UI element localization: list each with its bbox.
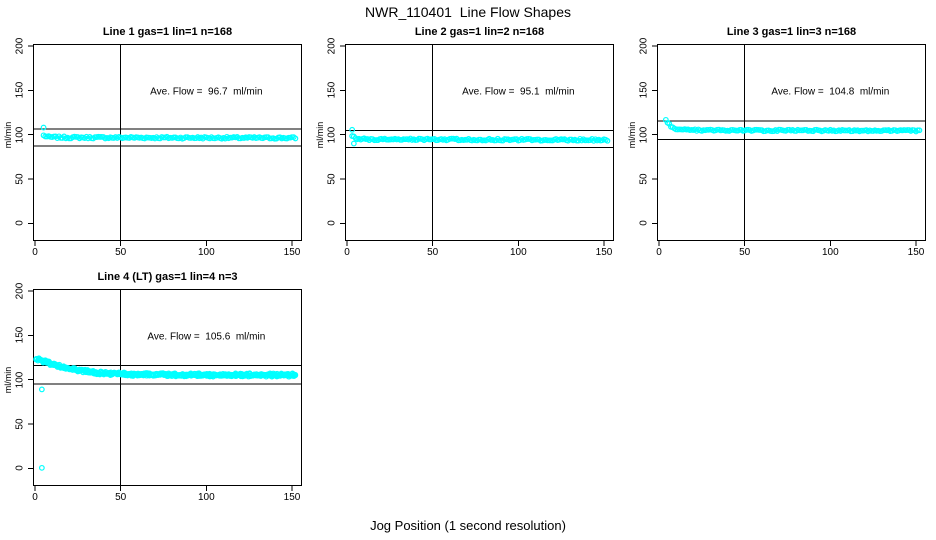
data-point xyxy=(604,137,611,144)
data-point-outlier xyxy=(40,124,47,131)
data-point xyxy=(251,371,258,378)
ave-flow-annotation: Ave. Flow = 96.7 ml/min xyxy=(150,86,263,98)
y-tick-label: 200 xyxy=(14,282,26,300)
y-tick-label: 100 xyxy=(638,126,650,143)
x-tick-label: 100 xyxy=(197,492,215,503)
data-point xyxy=(292,372,299,378)
y-axis-label: ml/min xyxy=(3,121,13,148)
panel-line-1 xyxy=(28,44,302,246)
y-tick-label: 50 xyxy=(14,173,26,185)
x-tick-label: 50 xyxy=(427,247,439,258)
plot-box xyxy=(33,44,302,241)
y-tick-label: 100 xyxy=(326,126,338,143)
figure-title: NWR_110401 Line Flow Shapes xyxy=(365,4,571,20)
x-tick-label: 150 xyxy=(283,492,301,503)
y-tick-label: 50 xyxy=(638,173,650,185)
x-tick-label: 0 xyxy=(344,247,350,258)
y-tick-label: 150 xyxy=(326,81,338,99)
x-tick-label: 100 xyxy=(821,247,839,258)
y-tick-label: 150 xyxy=(638,81,650,99)
panel-line-2 xyxy=(340,44,614,246)
x-tick-label: 150 xyxy=(283,247,301,258)
plot-box xyxy=(657,44,926,241)
y-tick-label: 150 xyxy=(14,326,26,344)
y-tick-label: 0 xyxy=(638,220,650,227)
data-point xyxy=(174,372,180,378)
y-tick-label: 50 xyxy=(326,173,338,185)
x-axis-label: Jog Position (1 second resolution) xyxy=(370,518,566,533)
x-tick-label: 50 xyxy=(739,247,751,258)
ave-flow-annotation: Ave. Flow = 95.1 ml/min xyxy=(462,86,575,98)
ave-flow-annotation: Ave. Flow = 105.6 ml/min xyxy=(147,331,266,343)
data-point-outlier xyxy=(38,464,45,471)
x-tick-label: 0 xyxy=(32,492,38,503)
ave-flow-annotation: Ave. Flow = 104.8 ml/min xyxy=(771,86,890,98)
y-axis-label: ml/min xyxy=(3,366,13,393)
y-tick-label: 100 xyxy=(14,126,26,143)
plot-box xyxy=(33,289,302,486)
y-tick-label: 0 xyxy=(14,465,26,472)
y-tick-label: 0 xyxy=(14,220,26,227)
y-tick-label: 100 xyxy=(14,371,26,388)
data-point-outlier xyxy=(38,386,45,393)
data-point xyxy=(220,370,226,377)
data-point xyxy=(916,127,923,134)
data-point-outlier xyxy=(349,126,356,133)
panel-title-line-2: Line 2 gas=1 lin=2 n=168 xyxy=(414,26,545,38)
panel-title-line-3: Line 3 gas=1 lin=3 n=168 xyxy=(726,26,857,38)
y-tick-label: 200 xyxy=(326,37,338,55)
x-tick-label: 100 xyxy=(197,247,215,258)
data-point xyxy=(104,370,110,376)
x-tick-label: 0 xyxy=(656,247,662,258)
panel-title-line-1: Line 1 gas=1 lin=1 n=168 xyxy=(102,26,233,38)
x-tick-label: 150 xyxy=(595,247,613,258)
panel-line-4 xyxy=(28,289,302,491)
y-tick-label: 200 xyxy=(638,37,650,55)
x-tick-label: 50 xyxy=(115,492,127,503)
y-tick-label: 200 xyxy=(14,37,26,55)
x-tick-label: 0 xyxy=(32,247,38,258)
x-tick-label: 100 xyxy=(509,247,527,258)
x-tick-label: 50 xyxy=(115,247,127,258)
y-axis-label: ml/min xyxy=(315,121,325,148)
y-tick-label: 150 xyxy=(14,81,26,99)
data-point xyxy=(201,371,208,378)
panel-line-3 xyxy=(652,44,926,246)
panel-title-line-4: Line 4 (LT) gas=1 lin=4 n=3 xyxy=(97,271,238,283)
y-tick-label: 50 xyxy=(14,418,26,430)
data-point xyxy=(292,135,299,142)
y-axis-label: ml/min xyxy=(627,121,637,148)
y-tick-label: 0 xyxy=(326,220,338,227)
plot-box xyxy=(345,44,614,241)
data-point-outlier xyxy=(350,140,357,147)
x-tick-label: 150 xyxy=(907,247,925,258)
data-point xyxy=(57,363,64,370)
